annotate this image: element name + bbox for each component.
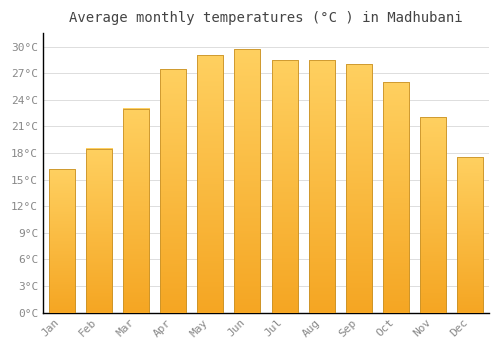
Bar: [346, 64, 372, 313]
Bar: [197, 55, 223, 313]
Bar: [86, 148, 112, 313]
Bar: [308, 60, 334, 313]
Bar: [420, 118, 446, 313]
Bar: [383, 82, 409, 313]
Title: Average monthly temperatures (°C ) in Madhubani: Average monthly temperatures (°C ) in Ma…: [69, 11, 462, 25]
Bar: [160, 69, 186, 313]
Bar: [123, 108, 149, 313]
Bar: [48, 169, 74, 313]
Bar: [234, 49, 260, 313]
Bar: [458, 158, 483, 313]
Bar: [272, 60, 297, 313]
